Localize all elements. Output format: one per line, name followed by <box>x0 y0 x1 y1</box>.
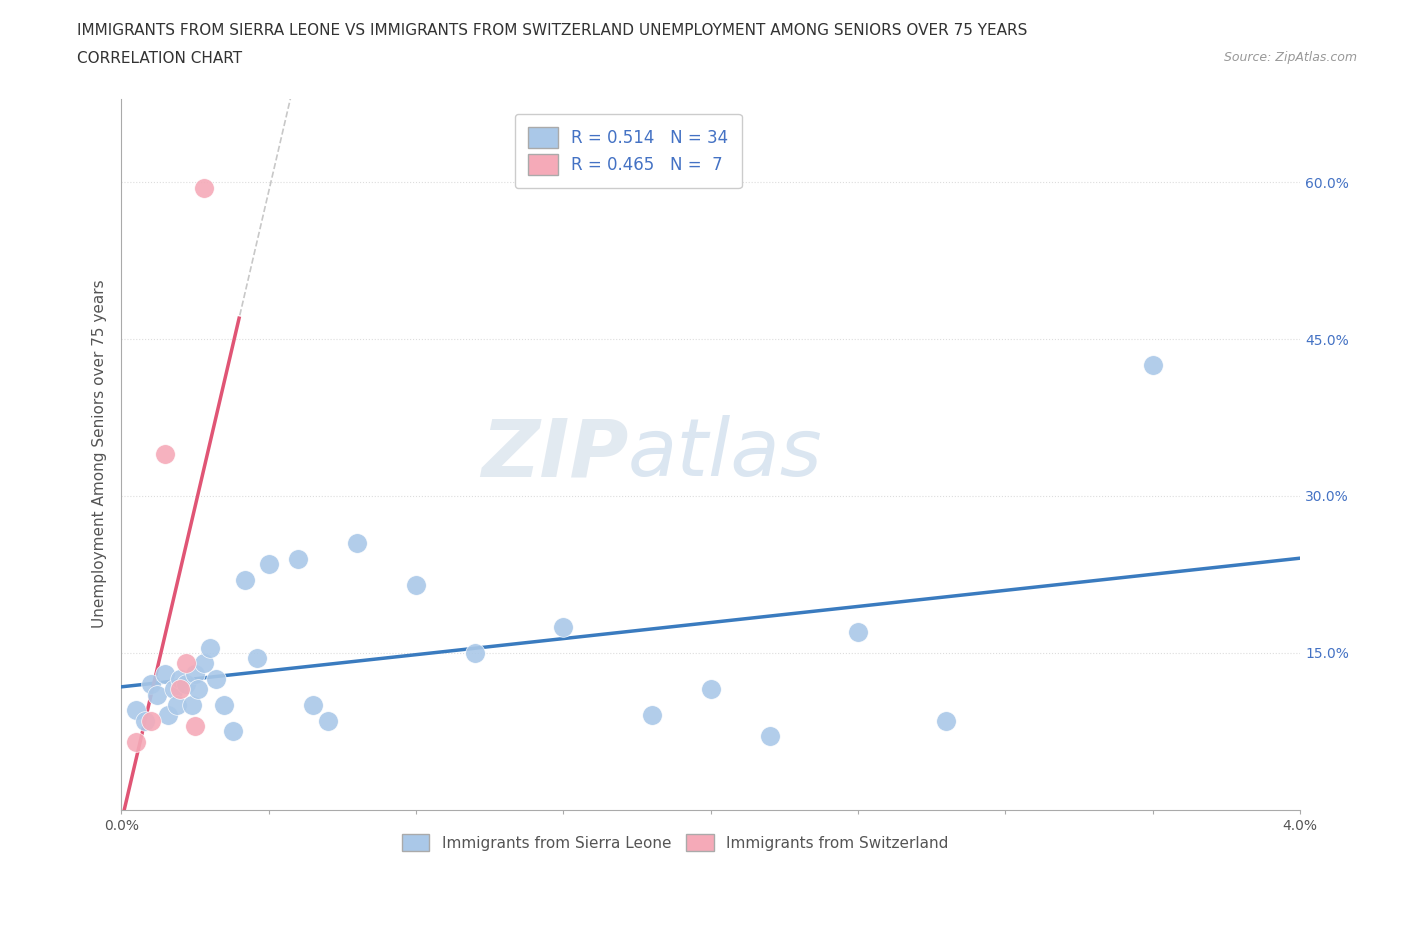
Point <box>346 536 368 551</box>
Text: Source: ZipAtlas.com: Source: ZipAtlas.com <box>1223 51 1357 64</box>
Point <box>134 713 156 728</box>
Point <box>169 682 191 697</box>
Text: CORRELATION CHART: CORRELATION CHART <box>77 51 242 66</box>
Point <box>193 656 215 671</box>
Point <box>214 698 236 712</box>
Point <box>184 719 207 734</box>
Point <box>301 698 323 712</box>
Point <box>641 708 664 723</box>
Point <box>553 619 575 634</box>
Point <box>184 666 207 681</box>
Point <box>699 682 721 697</box>
Point <box>163 682 186 697</box>
Point <box>233 572 256 587</box>
Point <box>193 180 215 195</box>
Text: ZIP: ZIP <box>481 415 628 493</box>
Point <box>125 734 148 749</box>
Point <box>155 446 177 461</box>
Point <box>145 687 167 702</box>
Text: IMMIGRANTS FROM SIERRA LEONE VS IMMIGRANTS FROM SWITZERLAND UNEMPLOYMENT AMONG S: IMMIGRANTS FROM SIERRA LEONE VS IMMIGRAN… <box>77 23 1028 38</box>
Point <box>166 698 188 712</box>
Legend: Immigrants from Sierra Leone, Immigrants from Switzerland: Immigrants from Sierra Leone, Immigrants… <box>394 827 956 858</box>
Point <box>198 640 221 655</box>
Point <box>157 708 180 723</box>
Point <box>174 677 197 692</box>
Point <box>257 556 280 571</box>
Point <box>181 698 204 712</box>
Point <box>246 650 269 665</box>
Point <box>758 729 780 744</box>
Point <box>464 645 486 660</box>
Point <box>846 624 869 639</box>
Point <box>139 677 162 692</box>
Point <box>187 682 209 697</box>
Point <box>125 703 148 718</box>
Point <box>1142 358 1164 373</box>
Text: atlas: atlas <box>628 415 823 493</box>
Point <box>155 666 177 681</box>
Y-axis label: Unemployment Among Seniors over 75 years: Unemployment Among Seniors over 75 years <box>93 280 107 629</box>
Point <box>316 713 339 728</box>
Point <box>405 578 427 592</box>
Point <box>935 713 957 728</box>
Point <box>139 713 162 728</box>
Point <box>204 671 226 686</box>
Point <box>222 724 245 738</box>
Point <box>287 551 309 566</box>
Point <box>174 656 197 671</box>
Point <box>169 671 191 686</box>
